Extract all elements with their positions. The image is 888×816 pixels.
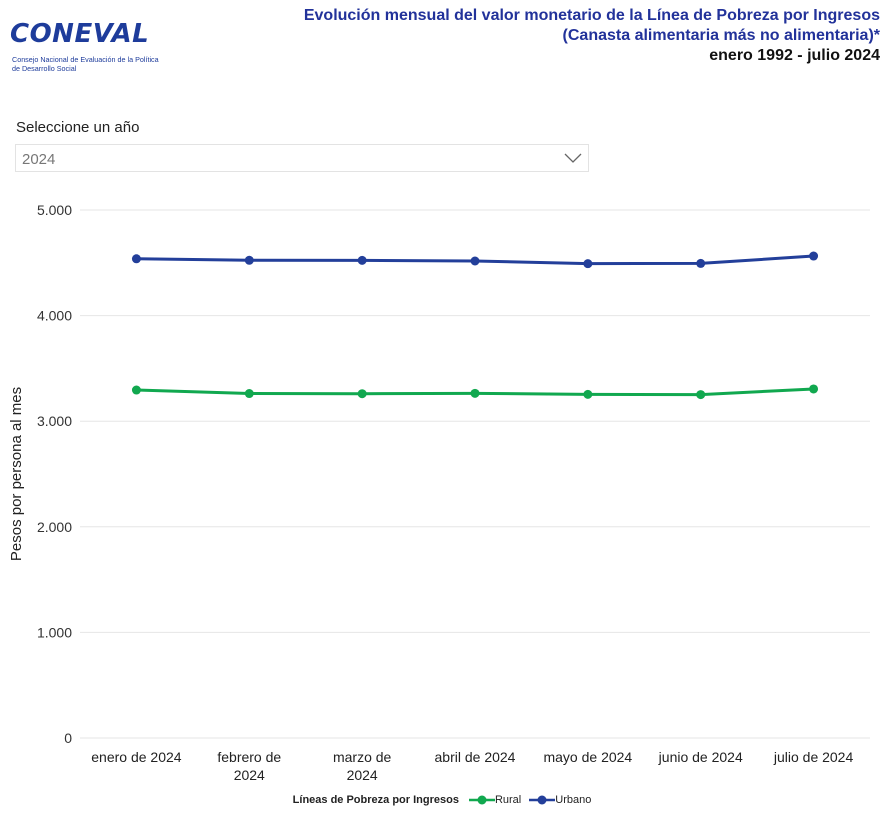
legend-item-rural[interactable]: Rural (468, 794, 522, 806)
data-point-urbano (809, 251, 819, 261)
data-point-urbano (244, 255, 254, 265)
x-tick-label: marzo de 2024 (333, 749, 392, 783)
y-tick-label: 0 (64, 730, 72, 746)
data-point-urbano (696, 258, 706, 268)
logo-subtitle: Consejo Nacional de Evaluación de la Pol… (12, 55, 159, 73)
x-tick-label: febrero de 2024 (217, 749, 281, 783)
data-point-rural (696, 390, 706, 400)
y-tick-label: 2.000 (37, 519, 72, 535)
y-axis-title: Pesos por persona al mes (8, 387, 25, 561)
y-tick-label: 1.000 (37, 624, 72, 640)
year-selector-dropdown[interactable]: 2024 (15, 144, 589, 172)
legend-rural-label: Rural (494, 794, 522, 806)
legend-urbano-marker (529, 795, 556, 805)
coneval-logo: CONEVAL Consejo Nacional de Evaluación d… (10, 20, 160, 76)
line-chart: 0 1.000 2.000 3.000 4.000 5.000 Pesos por pers… (8, 202, 870, 783)
x-tick-label: julio de 2024 (773, 749, 854, 765)
data-point-rural (244, 389, 254, 399)
data-point-urbano (583, 259, 593, 269)
data-point-rural (583, 389, 593, 399)
page-title: Evolución mensual del valor monetario de… (304, 6, 880, 66)
title-line-1: Evolución mensual del valor monetario de… (303, 7, 880, 24)
legend-rural-marker (468, 795, 495, 805)
year-selector-value: 2024 (22, 151, 56, 168)
data-point-urbano (357, 255, 367, 265)
data-point-rural (357, 389, 367, 399)
data-point-urbano (131, 254, 141, 264)
data-point-urbano (470, 256, 480, 266)
title-line-2: (Canasta alimentaria más no alimentaria)… (562, 27, 880, 44)
legend-item-urbano[interactable]: Urbano (529, 794, 591, 806)
x-tick-label: junio de 2024 (658, 749, 743, 765)
x-tick-label: mayo de 2024 (543, 749, 632, 765)
chart-legend: Líneas de Pobreza por Ingresos Rural Urb… (0, 794, 888, 806)
data-point-rural (809, 384, 819, 394)
y-tick-label: 5.000 (37, 202, 72, 218)
x-tick-label: abril de 2024 (435, 749, 516, 765)
legend-title: Líneas de Pobreza por Ingresos (292, 794, 459, 806)
x-tick-label: enero de 2024 (91, 749, 182, 765)
chevron-down-icon[interactable] (564, 152, 582, 164)
y-tick-label: 3.000 (37, 413, 72, 429)
data-point-rural (470, 388, 480, 398)
logo-wordmark: CONEVAL (10, 19, 150, 49)
legend-urbano-label: Urbano (555, 794, 592, 806)
year-selector-label: Seleccione un año (16, 119, 140, 136)
title-date-range: enero 1992 - julio 2024 (709, 47, 880, 64)
data-point-rural (131, 385, 141, 395)
y-tick-label: 4.000 (37, 308, 72, 324)
